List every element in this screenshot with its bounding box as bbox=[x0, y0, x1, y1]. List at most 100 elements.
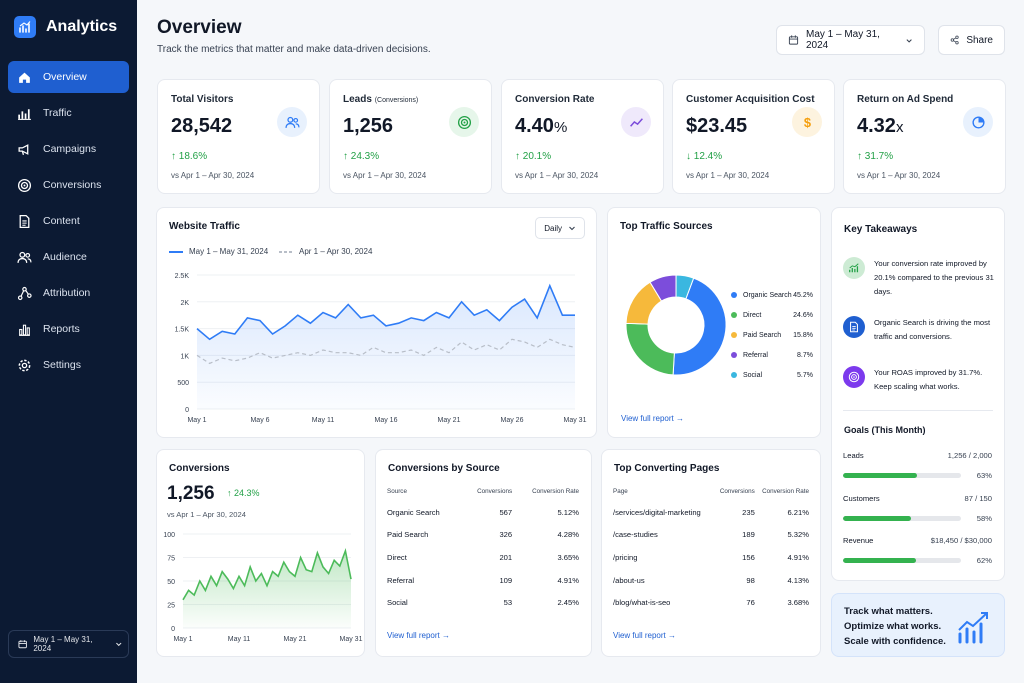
table-cell: 235 bbox=[742, 507, 755, 517]
takeaway-item: Your conversion rate improved by 20.1% c… bbox=[843, 257, 999, 299]
share-button[interactable]: Share bbox=[938, 25, 1005, 55]
table-row[interactable]: /services/digital-marketing 235 6.21% bbox=[613, 501, 809, 524]
kpi-label-sub: (Conversions) bbox=[374, 97, 419, 104]
legend-value: 24.6% bbox=[793, 311, 813, 319]
kpi-value-number: 4.32 bbox=[857, 115, 896, 137]
kpi-label: Conversion Rate bbox=[515, 94, 594, 105]
conversions-value: 1,256 bbox=[167, 483, 215, 504]
sidebar-item-conversions[interactable]: Conversions bbox=[8, 169, 129, 201]
sidebar-item-label: Overview bbox=[43, 71, 87, 83]
goal-value: 87 / 150 bbox=[964, 494, 992, 503]
website-traffic-title: Website Traffic bbox=[169, 221, 240, 232]
y-tick-label: 50 bbox=[167, 579, 175, 586]
goals-title: Goals (This Month) bbox=[844, 425, 926, 435]
kpi-value-number: 4.40 bbox=[515, 115, 554, 137]
takeaways-title: Key Takeaways bbox=[844, 224, 918, 235]
by-source-full-report-link[interactable]: View full report → bbox=[387, 631, 450, 640]
table-row[interactable]: /about-us 98 4.13% bbox=[613, 569, 809, 592]
app-logo[interactable]: Analytics bbox=[14, 16, 117, 38]
kpi-value-number: 1,256 bbox=[343, 115, 394, 137]
date-range-button[interactable]: May 1 – May 31, 2024 bbox=[776, 25, 925, 55]
legend-current: May 1 – May 31, 2024 bbox=[169, 247, 268, 256]
legend-label: Social bbox=[743, 371, 763, 379]
legend-previous-label: Apr 1 – Apr 30, 2024 bbox=[299, 247, 373, 256]
table-cell: 189 bbox=[742, 530, 755, 540]
legend-label: Direct bbox=[743, 311, 762, 319]
sidebar-date-picker[interactable]: May 1 – May 31, 2024 bbox=[8, 630, 129, 658]
goal-item: Revenue $18,450 / $30,000 62% bbox=[843, 536, 992, 565]
legend-item: Organic Search 45.2% bbox=[731, 285, 813, 305]
series-area bbox=[197, 285, 575, 409]
banner-text: Track what matters. Optimize what works.… bbox=[844, 604, 946, 649]
conversions-by-source-card: Conversions by Source Source Conversions C… bbox=[375, 449, 592, 657]
sidebar-item-audience[interactable]: Audience bbox=[8, 241, 129, 273]
table-row[interactable]: Organic Search 567 5.12% bbox=[387, 501, 579, 524]
sources-full-report-link[interactable]: View full report → bbox=[621, 414, 684, 423]
goal-progress-fill bbox=[843, 473, 918, 478]
table-cell: /blog/what-is-seo bbox=[613, 598, 671, 608]
bar-chart-icon bbox=[17, 106, 43, 121]
legend-label: Organic Search bbox=[743, 291, 792, 299]
kpi-change-value: 12.4% bbox=[693, 151, 723, 162]
sidebar-item-reports[interactable]: Reports bbox=[8, 313, 129, 345]
kpi-label-text: Conversion Rate bbox=[515, 94, 595, 105]
goal-value: $18,450 / $30,000 bbox=[930, 536, 992, 545]
table-cell: 5.32% bbox=[787, 530, 809, 540]
table-row[interactable]: /pricing 156 4.91% bbox=[613, 546, 809, 569]
conversions-title: Conversions bbox=[169, 463, 230, 474]
x-tick-label: May 21 bbox=[284, 636, 307, 643]
top-pages-full-report-link[interactable]: View full report → bbox=[613, 631, 676, 640]
arrow-up-icon: ↑ bbox=[857, 151, 862, 162]
sidebar-item-label: Attribution bbox=[43, 287, 91, 299]
table-row[interactable]: Social 53 2.45% bbox=[387, 591, 579, 614]
sidebar-item-label: Conversions bbox=[43, 179, 102, 191]
granularity-value: Daily bbox=[544, 223, 562, 233]
table-cell: 76 bbox=[746, 598, 755, 608]
takeaway-text: Your conversion rate improved by 20.1% c… bbox=[874, 259, 994, 296]
goal-item: Leads 1,256 / 2,000 63% bbox=[843, 451, 992, 480]
sidebar-item-campaigns[interactable]: Campaigns bbox=[8, 133, 129, 165]
megaphone-icon bbox=[17, 142, 43, 157]
table-row[interactable]: Paid Search 326 4.28% bbox=[387, 524, 579, 547]
sidebar-item-label: Campaigns bbox=[43, 143, 97, 155]
goal-progress-track bbox=[843, 516, 961, 521]
sidebar-item-traffic[interactable]: Traffic bbox=[8, 97, 129, 129]
x-tick-label: May 26 bbox=[501, 417, 524, 424]
conversions-chart: 0 25 50 75 100 May 1 May 11 May 21 May 31 bbox=[163, 532, 362, 643]
sidebar-item-overview[interactable]: Overview bbox=[8, 61, 129, 93]
x-tick-label: May 1 bbox=[173, 636, 192, 643]
kpi-change: ↑ 31.7% bbox=[857, 151, 893, 162]
arrow-right-icon: → bbox=[442, 631, 450, 640]
table-row[interactable]: Direct 201 3.65% bbox=[387, 546, 579, 569]
kpi-value: 4.40% bbox=[515, 115, 567, 138]
goal-item: Customers 87 / 150 58% bbox=[843, 494, 992, 523]
y-tick-label: 1K bbox=[180, 353, 189, 360]
legend-label: Paid Search bbox=[743, 331, 782, 339]
kpi-change: ↑ 20.1% bbox=[515, 151, 551, 162]
goal-progress-fill bbox=[843, 516, 912, 521]
goal-label: Customers bbox=[843, 494, 880, 503]
sidebar-item-content[interactable]: Content bbox=[8, 205, 129, 237]
granularity-select[interactable]: Daily bbox=[535, 217, 585, 239]
sidebar-item-attribution[interactable]: Attribution bbox=[8, 277, 129, 309]
gear-icon bbox=[17, 358, 43, 373]
sidebar-item-settings[interactable]: Settings bbox=[8, 349, 129, 381]
table-row[interactable]: Referral 109 4.91% bbox=[387, 569, 579, 592]
table-cell: 326 bbox=[499, 530, 513, 540]
column-header: Conversion Rate bbox=[762, 487, 809, 495]
document-icon bbox=[843, 316, 865, 338]
table-cell: 98 bbox=[746, 575, 755, 585]
banner-line: Optimize what works. bbox=[844, 621, 942, 632]
table-row[interactable]: /blog/what-is-seo 76 3.68% bbox=[613, 591, 809, 614]
by-source-title: Conversions by Source bbox=[388, 463, 500, 474]
arrow-right-icon: → bbox=[668, 631, 676, 640]
table-cell: 4.13% bbox=[787, 575, 809, 585]
date-range-label: May 1 – May 31, 2024 bbox=[806, 29, 880, 51]
sidebar-item-label: Reports bbox=[43, 323, 80, 335]
report-icon bbox=[17, 322, 43, 337]
table-cell: 109 bbox=[499, 575, 513, 585]
chevron-down-icon bbox=[569, 226, 575, 231]
y-tick-label: 2K bbox=[180, 300, 189, 307]
document-icon bbox=[17, 214, 43, 229]
table-row[interactable]: /case-studies 189 5.32% bbox=[613, 524, 809, 547]
